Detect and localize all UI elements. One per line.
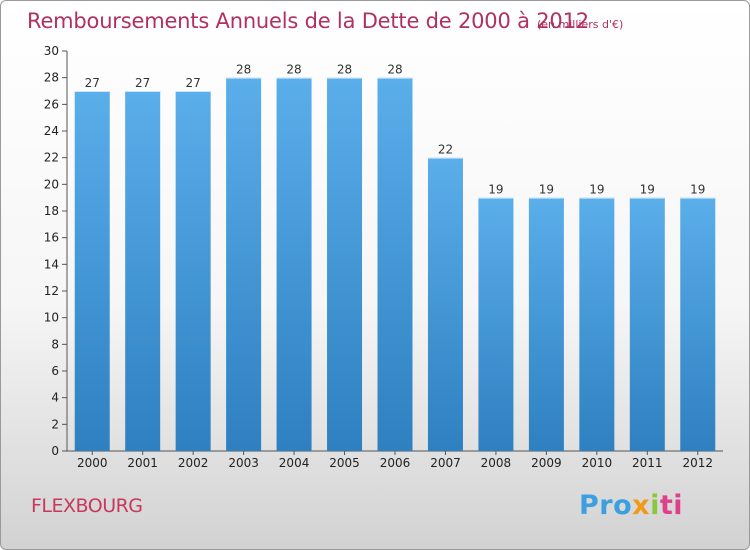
bar-value-label: 27 — [186, 76, 201, 90]
bar — [427, 157, 463, 451]
y-tick-label: 16 — [44, 231, 59, 245]
y-tick-label: 20 — [44, 177, 59, 191]
bar-value-label: 27 — [135, 76, 150, 90]
y-tick-label: 4 — [51, 391, 59, 405]
bar — [680, 197, 716, 451]
bar — [74, 91, 110, 451]
bar-value-label: 28 — [286, 63, 301, 77]
bar-value-label: 22 — [438, 143, 453, 157]
y-tick-label: 8 — [51, 337, 59, 351]
bar — [276, 77, 312, 452]
bar — [226, 77, 262, 452]
x-tick-label: 2011 — [632, 456, 663, 470]
y-tick-label: 18 — [44, 204, 59, 218]
x-tick-label: 2004 — [279, 456, 310, 470]
y-tick-label: 12 — [44, 284, 59, 298]
chart-unit: (en milliers d'€) — [537, 18, 624, 31]
bar-value-label: 19 — [690, 183, 705, 197]
y-tick-label: 28 — [44, 71, 59, 85]
x-tick-label: 2005 — [329, 456, 360, 470]
commune-name: FLEXBOURG — [31, 495, 143, 517]
y-tick-label: 26 — [44, 97, 59, 111]
logo-part-3: i — [650, 490, 660, 521]
logo-part-2: x — [632, 490, 651, 521]
bar — [125, 91, 161, 451]
bar — [175, 91, 211, 451]
x-tick-label: 2010 — [582, 456, 613, 470]
y-tick-label: 2 — [51, 417, 59, 431]
x-tick-label: 2001 — [127, 456, 158, 470]
logo-part-1: Pro — [579, 490, 633, 521]
y-tick-label: 24 — [44, 124, 59, 138]
y-tick-label: 10 — [44, 311, 59, 325]
bar-value-label: 28 — [387, 63, 402, 77]
y-tick-label: 6 — [51, 364, 59, 378]
x-tick-label: 2006 — [380, 456, 411, 470]
bar — [327, 77, 363, 452]
bar-value-label: 27 — [85, 76, 100, 90]
x-tick-label: 2012 — [682, 456, 713, 470]
x-tick-label: 2008 — [481, 456, 512, 470]
bar-value-label: 19 — [488, 183, 503, 197]
x-tick-label: 2007 — [430, 456, 461, 470]
bar-value-label: 19 — [589, 183, 604, 197]
y-tick-label: 14 — [44, 257, 59, 271]
bar — [478, 197, 514, 451]
bar — [528, 197, 564, 451]
bar-value-label: 28 — [337, 63, 352, 77]
bar — [377, 77, 413, 452]
bar-value-label: 19 — [539, 183, 554, 197]
x-tick-label: 2003 — [228, 456, 259, 470]
x-tick-label: 2002 — [178, 456, 209, 470]
bar-value-label: 19 — [640, 183, 655, 197]
bar-value-label: 28 — [236, 63, 251, 77]
x-tick-label: 2009 — [531, 456, 562, 470]
y-tick-label: 22 — [44, 151, 59, 165]
logo-part-4: ti — [659, 490, 684, 521]
bar — [579, 197, 615, 451]
proxiti-logo[interactable]: Proxiti — [579, 490, 683, 521]
y-tick-label: 0 — [51, 444, 59, 458]
y-tick-label: 30 — [44, 44, 59, 58]
bar — [629, 197, 665, 451]
x-tick-label: 2000 — [77, 456, 108, 470]
chart-title: Remboursements Annuels de la Dette de 20… — [27, 9, 589, 33]
